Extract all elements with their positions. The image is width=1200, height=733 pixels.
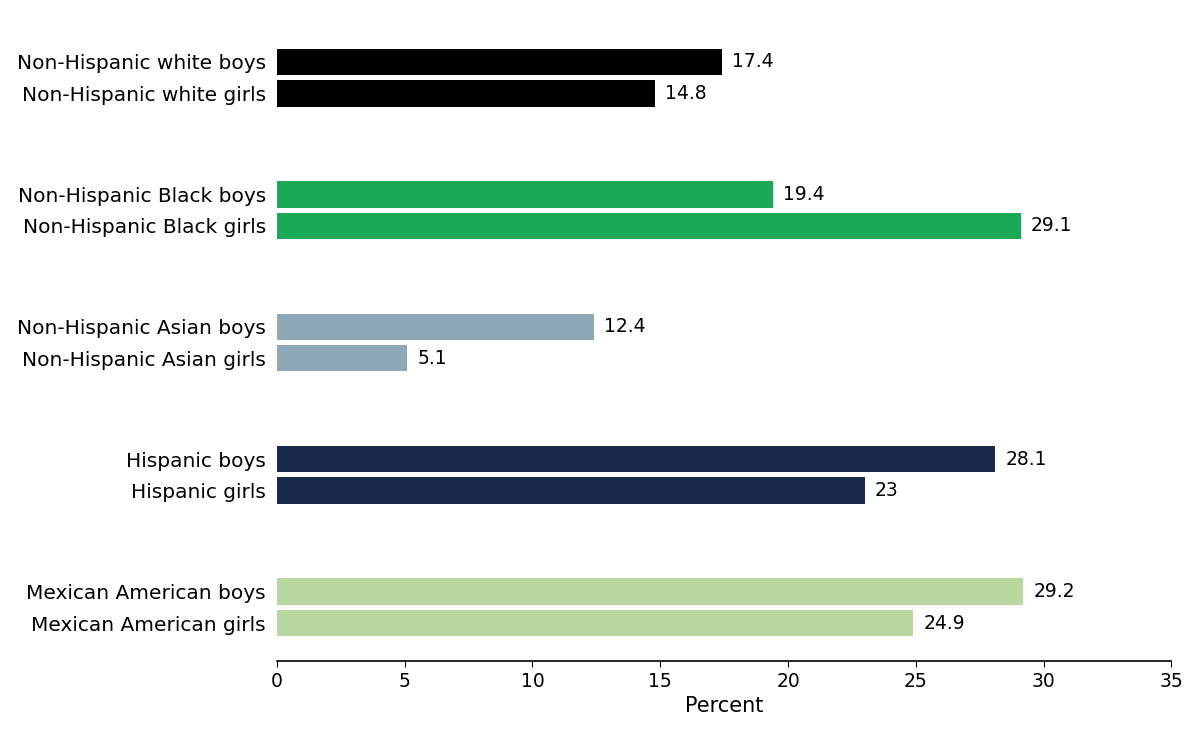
Bar xyxy=(277,578,1024,605)
Bar xyxy=(277,80,655,106)
Text: 28.1: 28.1 xyxy=(1006,450,1046,468)
Bar xyxy=(277,446,995,473)
Bar xyxy=(277,477,865,504)
Text: 29.2: 29.2 xyxy=(1033,582,1075,601)
Text: 5.1: 5.1 xyxy=(418,349,448,368)
Text: 17.4: 17.4 xyxy=(732,53,774,72)
Bar xyxy=(277,314,594,340)
Bar xyxy=(277,48,721,75)
Bar xyxy=(277,345,407,372)
Bar xyxy=(277,181,773,207)
Bar xyxy=(277,213,1021,239)
Text: 14.8: 14.8 xyxy=(665,84,707,103)
Bar xyxy=(277,610,913,636)
Text: 19.4: 19.4 xyxy=(782,185,824,204)
Text: 24.9: 24.9 xyxy=(924,614,965,633)
Text: 12.4: 12.4 xyxy=(604,317,646,336)
Text: 23: 23 xyxy=(875,481,899,500)
X-axis label: Percent: Percent xyxy=(685,696,763,716)
Text: 29.1: 29.1 xyxy=(1031,216,1073,235)
